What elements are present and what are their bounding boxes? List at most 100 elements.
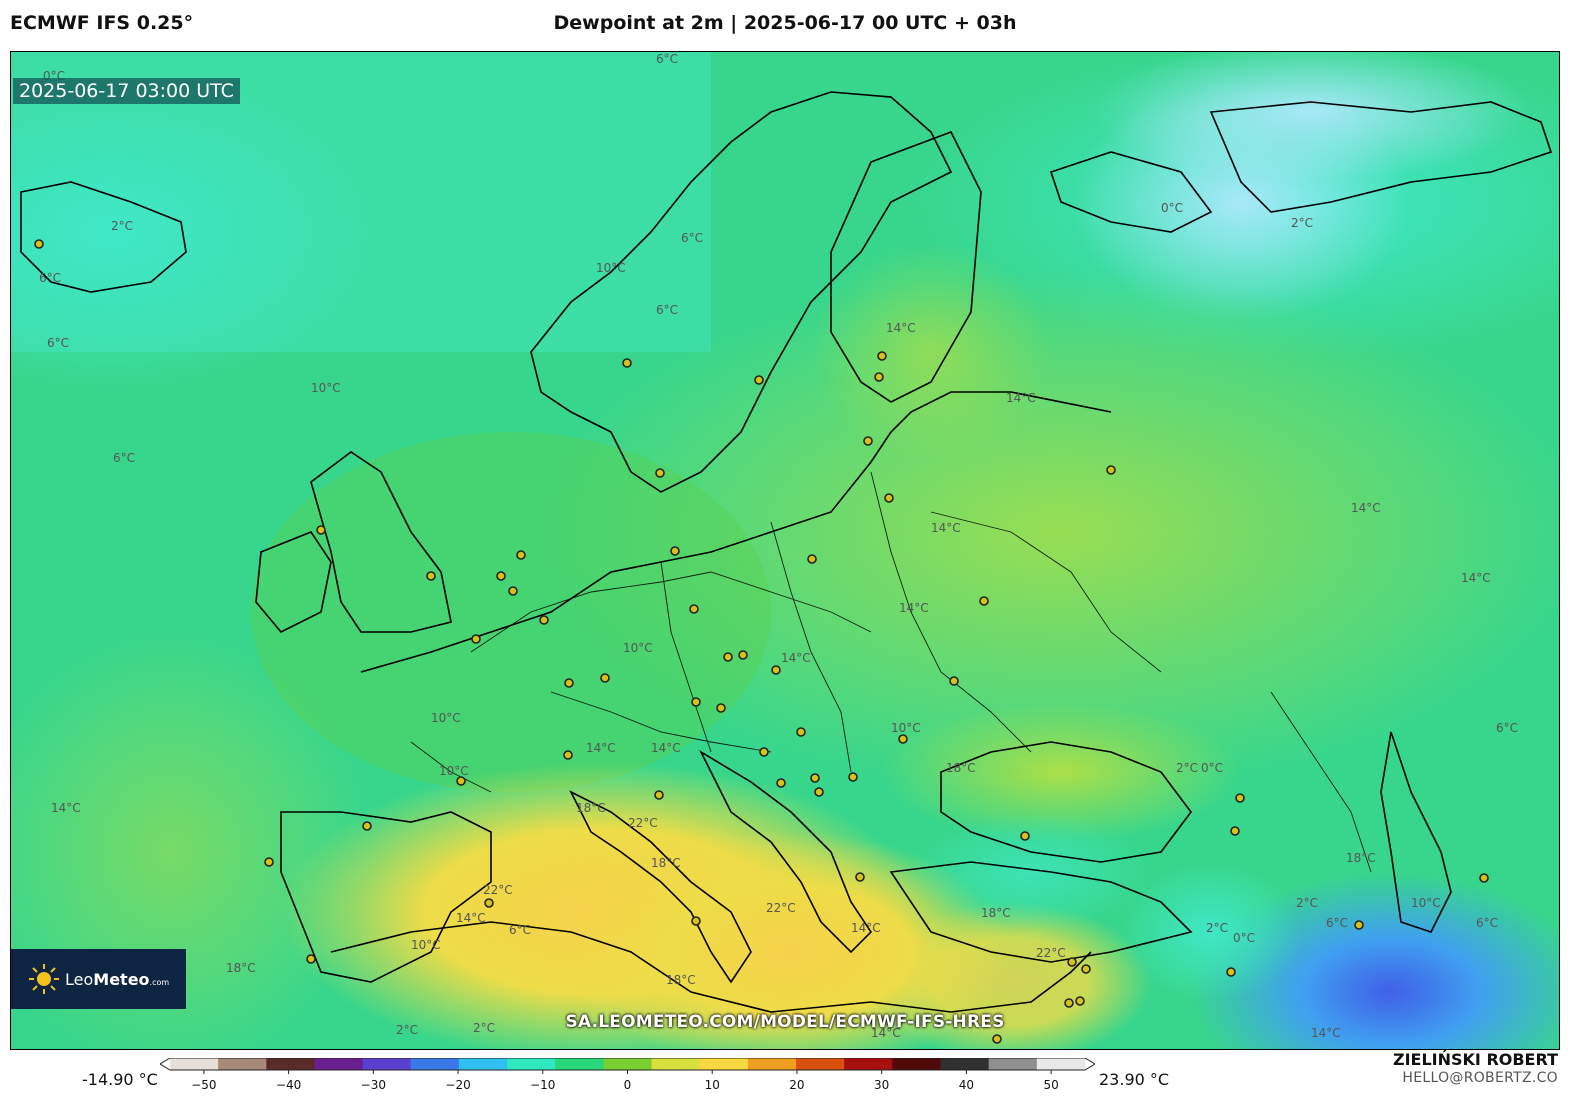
contour-label: 10°C [623, 641, 653, 655]
coast-finland [830, 130, 982, 403]
colorbar-band [362, 1058, 412, 1070]
city-marker [689, 604, 699, 614]
contour-label: 14°C [781, 651, 811, 665]
valid-time-badge: 2025-06-17 03:00 UTC [13, 78, 240, 104]
field-med-east [871, 902, 1151, 1049]
contour-label: 10°C [311, 381, 341, 395]
contour-label: 14°C [851, 921, 881, 935]
coast-great-britain [310, 451, 452, 633]
city-marker [807, 554, 817, 564]
contour-label: 0°C [1233, 931, 1255, 945]
map-canvas: 0°C 6°C 2°C 6°C 6°C 6°C 10°C 6°C 10°C 6°… [11, 52, 1559, 1049]
city-marker [691, 916, 701, 926]
city-marker [622, 358, 632, 368]
contour-label: 14°C [1461, 571, 1491, 585]
contour-label: 6°C [1496, 721, 1518, 735]
colorbar-tick-label: 40 [959, 1078, 974, 1092]
city-marker [456, 776, 466, 786]
contour-label: 6°C [113, 451, 135, 465]
city-marker [484, 898, 494, 908]
city-marker [1106, 465, 1116, 475]
model-label: ECMWF IFS 0.25° [10, 12, 194, 34]
city-marker [471, 634, 481, 644]
contour-label: 14°C [456, 911, 486, 925]
colorbar-gradient [170, 1058, 1086, 1070]
contour-label: 10°C [411, 938, 441, 952]
coast-black-sea [940, 741, 1192, 863]
colorbar-tick-label: −30 [361, 1078, 386, 1092]
colorbar-tick-label: 30 [874, 1078, 889, 1092]
field-anatolia [911, 812, 1151, 932]
city-marker [362, 821, 372, 831]
contour-label: 22°C [628, 816, 658, 830]
contour-label: 14°C [899, 601, 929, 615]
coast-white-sea [1049, 151, 1213, 233]
contour-label: 14°C [1351, 501, 1381, 515]
contour-label: 18°C [981, 906, 1011, 920]
field-turkey-east [1121, 862, 1301, 1002]
city-marker [814, 787, 824, 797]
country-borders [410, 471, 1372, 873]
city-marker [979, 596, 989, 606]
colorbar-band [844, 1058, 893, 1070]
contour-label: 10°C [439, 764, 469, 778]
city-marker [796, 727, 806, 737]
colorbar-band [940, 1058, 990, 1070]
city-marker [34, 239, 44, 249]
logo-text: LeoMeteo.com [65, 969, 170, 989]
city-marker [508, 586, 518, 596]
contour-label: 6°C [39, 271, 61, 285]
contour-label: 18°C [946, 761, 976, 775]
city-marker [949, 676, 959, 686]
author-email: HELLO@ROBERTZ.CO [1402, 1070, 1558, 1086]
border-7 [410, 741, 492, 793]
city-marker [771, 665, 781, 675]
contour-label: 6°C [1476, 916, 1498, 930]
field-black-sea [881, 702, 1241, 842]
contour-label: 14°C [886, 321, 916, 335]
colorbar-band [266, 1058, 316, 1070]
city-marker [877, 351, 887, 361]
contour-label: 10°C [431, 711, 461, 725]
colorbar-band [1036, 1058, 1086, 1070]
field-finland [811, 242, 1051, 462]
contour-label: 18°C [651, 856, 681, 870]
city-marker [670, 546, 680, 556]
city-marker [516, 550, 526, 560]
contour-label: 14°C [931, 521, 961, 535]
city-marker [264, 857, 274, 867]
field-atlantic-south [11, 632, 371, 1049]
city-marker [316, 525, 326, 535]
colorbar-tick-label: −10 [530, 1078, 555, 1092]
border-3 [770, 521, 852, 773]
contour-label: 22°C [766, 901, 796, 915]
colorbar-band [314, 1058, 364, 1070]
city-marker [1479, 873, 1489, 883]
field-central-europe [251, 432, 771, 792]
border-5 [930, 511, 1162, 673]
coast-scandinavia [530, 91, 953, 493]
city-marker [776, 778, 786, 788]
city-marker [496, 571, 506, 581]
city-marker [898, 734, 908, 744]
colorbar-tick-label: 10 [705, 1078, 720, 1092]
coastlines [20, 91, 1553, 1013]
city-marker [759, 747, 769, 757]
coast-ireland [255, 531, 332, 633]
field-iceland-area [11, 72, 371, 392]
chart-title: Dewpoint at 2m | 2025-06-17 00 UTC + 03h [553, 12, 1017, 34]
city-marker [1230, 826, 1240, 836]
city-marker [1064, 998, 1074, 1008]
coast-iceland [20, 181, 187, 293]
city-marker [855, 872, 865, 882]
colorbar-tick-label: −50 [191, 1078, 216, 1092]
contour-label: 6°C [509, 923, 531, 937]
contour-label: 22°C [1036, 946, 1066, 960]
city-marker [754, 375, 764, 385]
contour-label: 6°C [47, 336, 69, 350]
city-marker [1226, 967, 1236, 977]
colorbar-band [651, 1058, 701, 1070]
contour-label: 18°C [666, 973, 696, 987]
colorbar-max-label: 23.90 °C [1099, 1070, 1170, 1089]
colorbar-band [555, 1058, 605, 1070]
